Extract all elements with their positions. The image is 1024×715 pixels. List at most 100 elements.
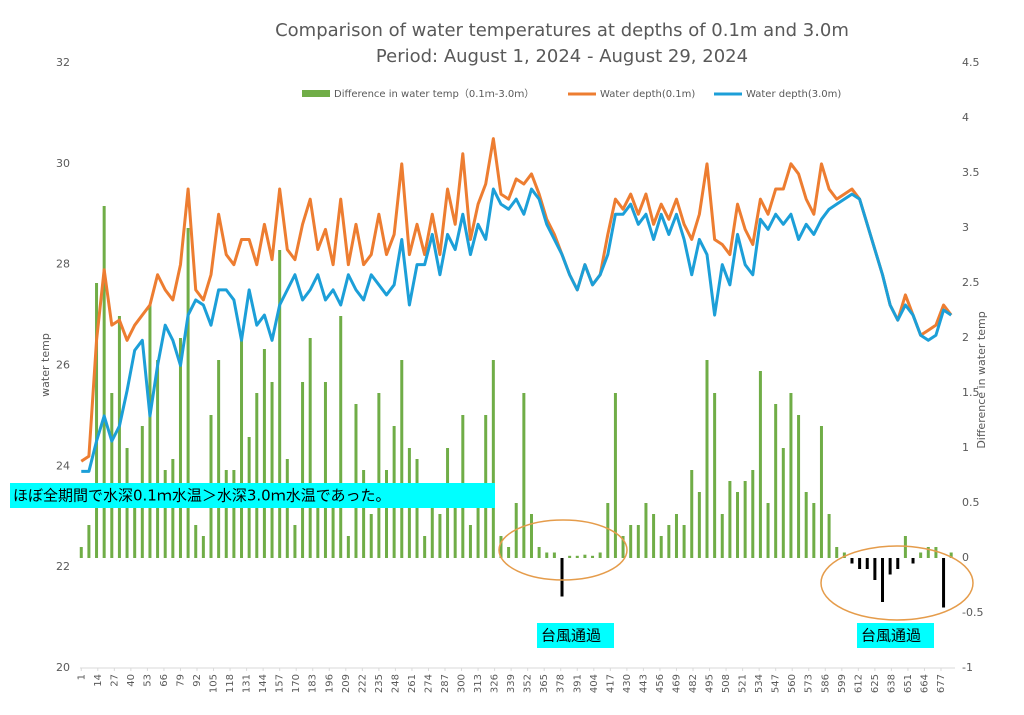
bar — [781, 448, 785, 558]
x-tick-label: 482 — [688, 674, 699, 693]
x-tick-label: 209 — [341, 674, 352, 693]
y2-tick-label: -0.5 — [962, 606, 983, 619]
legend-label: Water depth(3.0m) — [746, 89, 841, 100]
x-tick-label: 664 — [919, 674, 930, 693]
bar — [430, 503, 434, 558]
plot-area: 20 22 24 26 28 30 32 -1 -0.5 0 0.5 1 1.5 2 2.5 3 3.5 4 4.5… — [56, 56, 983, 693]
bar — [797, 415, 801, 558]
bar — [308, 338, 312, 558]
bar — [102, 206, 106, 558]
bar — [865, 558, 869, 569]
bar — [499, 536, 503, 558]
x-tick-label: 677 — [936, 674, 947, 693]
x-tick-label: 300 — [457, 674, 468, 693]
x-tick-label: 417 — [605, 674, 616, 693]
bar — [598, 552, 602, 558]
bar — [438, 514, 442, 558]
bar — [934, 547, 938, 558]
x-tick-label: 261 — [407, 674, 418, 693]
bar — [79, 547, 83, 558]
y-tick-label: 30 — [56, 157, 70, 170]
bar — [911, 558, 915, 564]
bar — [873, 558, 877, 580]
y2-tick-label: 3 — [962, 221, 969, 234]
bar — [453, 503, 457, 558]
bar — [667, 525, 671, 558]
x-tick-label: 339 — [506, 674, 517, 693]
y-tick-label: 22 — [56, 560, 70, 573]
bar — [316, 492, 320, 558]
x-tick-label: 196 — [324, 674, 335, 693]
bar — [621, 536, 625, 558]
bar — [827, 514, 831, 558]
bar — [575, 555, 579, 558]
bar — [835, 547, 839, 558]
bar — [133, 503, 137, 558]
x-tick-label: 456 — [655, 674, 666, 693]
x-tick-label: 53 — [142, 674, 153, 687]
bar — [95, 283, 99, 558]
bar — [293, 525, 297, 558]
bar — [728, 481, 732, 558]
annotation: ほぼ全期間で水深0.1ｍ水温＞水深3.0ｍ水温であった。 — [13, 487, 391, 505]
bar — [537, 547, 541, 558]
bar — [148, 305, 152, 558]
bar — [507, 547, 511, 558]
bar — [896, 558, 900, 569]
y-axis-label: water temp — [39, 333, 52, 397]
x-tick-label: 586 — [820, 674, 831, 693]
annotation: 台風通過 — [861, 627, 921, 645]
bar — [674, 514, 678, 558]
x-tick-label: 248 — [390, 674, 401, 693]
annotation-box — [857, 623, 934, 648]
bar — [774, 404, 778, 558]
annotation-box — [537, 623, 614, 648]
bar — [659, 536, 663, 558]
bar — [751, 470, 755, 558]
bar — [919, 552, 923, 558]
x-tick-label: 365 — [539, 674, 550, 693]
y-tick-label: 26 — [56, 359, 70, 372]
legend-label: Difference in water temp（0.1ｍ-3.0ｍ） — [334, 88, 534, 100]
x-tick-label: 157 — [275, 674, 286, 693]
bar — [178, 338, 182, 558]
bar — [171, 459, 175, 558]
bar — [369, 514, 373, 558]
chart-subtitle: Period: August 1, 2024 - August 29, 2024 — [376, 46, 748, 67]
bar — [881, 558, 885, 602]
y2-tick-label: 2.5 — [962, 276, 980, 289]
bar — [476, 503, 480, 558]
line — [80, 137, 953, 463]
x-tick-label: 638 — [886, 674, 897, 693]
y2-axis-label: Difference in water temp — [975, 311, 988, 448]
x-tick-label: 443 — [638, 674, 649, 693]
bar — [850, 558, 854, 564]
highlight-ellipse — [498, 519, 628, 581]
bar — [682, 525, 686, 558]
bar — [652, 514, 656, 558]
bar — [552, 552, 556, 558]
y2-tick-label: 2 — [962, 331, 969, 344]
bar — [117, 316, 121, 558]
bar — [323, 382, 327, 558]
bar — [400, 360, 404, 558]
y2-tick-label: 3.5 — [962, 166, 980, 179]
bar — [591, 555, 595, 558]
x-tick-label: 144 — [258, 674, 269, 693]
x-tick-label: 287 — [440, 674, 451, 693]
bar — [346, 536, 350, 558]
bar — [858, 558, 862, 569]
bar — [362, 470, 366, 558]
bar — [522, 393, 526, 558]
bar — [278, 250, 282, 558]
bar — [255, 393, 259, 558]
y2-tick-label: 4 — [962, 111, 969, 124]
bar — [545, 552, 549, 558]
x-tick-label: 170 — [291, 674, 302, 693]
legend-swatch — [302, 90, 330, 97]
y2-tick-label: 1 — [962, 441, 969, 454]
x-tick-label: 534 — [754, 674, 765, 693]
bar — [705, 360, 709, 558]
bar — [888, 558, 892, 575]
y2-tick-label: 1.5 — [962, 386, 980, 399]
